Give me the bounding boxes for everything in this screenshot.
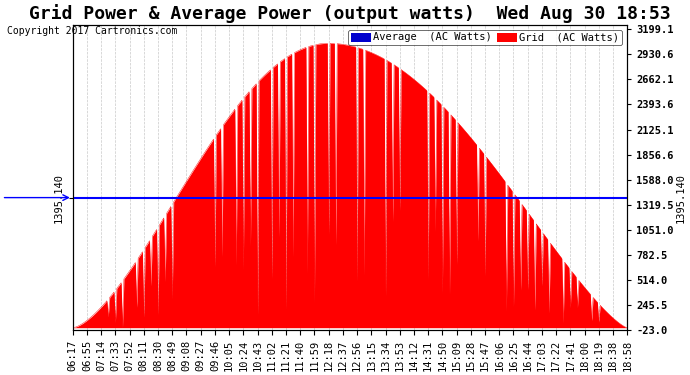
Legend: Average  (AC Watts), Grid  (AC Watts): Average (AC Watts), Grid (AC Watts) (348, 30, 622, 45)
Text: Copyright 2017 Cartronics.com: Copyright 2017 Cartronics.com (7, 26, 177, 36)
Text: 1395.140: 1395.140 (676, 172, 686, 223)
Title: Grid Power & Average Power (output watts)  Wed Aug 30 18:53: Grid Power & Average Power (output watts… (29, 4, 671, 23)
